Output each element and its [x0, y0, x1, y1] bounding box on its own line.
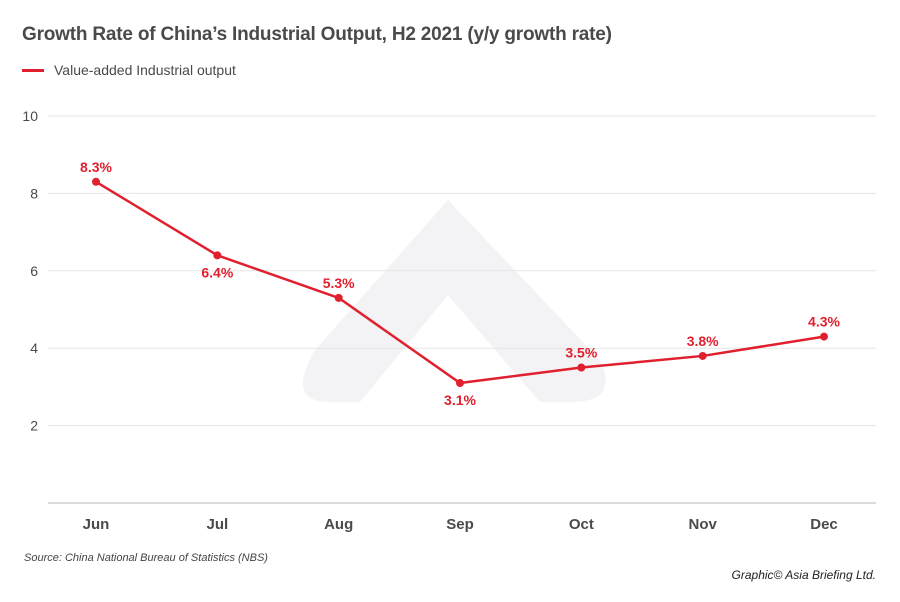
- data-point: [92, 177, 100, 186]
- chart-title: Growth Rate of China’s Industrial Output…: [22, 24, 612, 45]
- data-label: 6.4%: [201, 264, 233, 280]
- x-tick-label: Dec: [810, 516, 838, 533]
- watermark-logo: [303, 200, 606, 402]
- y-tick-label: 8: [30, 185, 38, 201]
- x-tick-label: Nov: [688, 516, 717, 533]
- data-label: 3.1%: [444, 392, 476, 408]
- legend-label: Value-added Industrial output: [54, 62, 236, 78]
- y-tick-label: 6: [30, 263, 38, 279]
- x-tick-label: Jul: [206, 516, 228, 533]
- x-tick-label: Jun: [83, 516, 110, 533]
- data-label: 4.3%: [808, 314, 840, 330]
- data-label: 5.3%: [323, 275, 355, 291]
- data-label: 3.8%: [687, 333, 719, 349]
- y-tick-label: 4: [30, 340, 38, 356]
- data-point: [334, 293, 343, 302]
- data-point: [577, 363, 586, 372]
- x-tick-label: Aug: [324, 516, 353, 533]
- data-point: [456, 379, 464, 388]
- data-label: 8.3%: [80, 159, 112, 175]
- source-note: Source: China National Bureau of Statist…: [24, 552, 268, 564]
- y-tick-label: 10: [22, 108, 38, 124]
- legend: Value-added Industrial output: [22, 62, 236, 78]
- credit-note: Graphic© Asia Briefing Ltd.: [731, 568, 876, 582]
- legend-swatch: [22, 68, 44, 72]
- x-tick-label: Oct: [569, 516, 594, 533]
- data-point: [213, 251, 222, 260]
- y-tick-label: 2: [30, 418, 38, 434]
- x-tick-label: Sep: [446, 516, 474, 533]
- data-label: 3.5%: [565, 345, 597, 361]
- data-point: [820, 332, 828, 341]
- data-point: [698, 351, 707, 360]
